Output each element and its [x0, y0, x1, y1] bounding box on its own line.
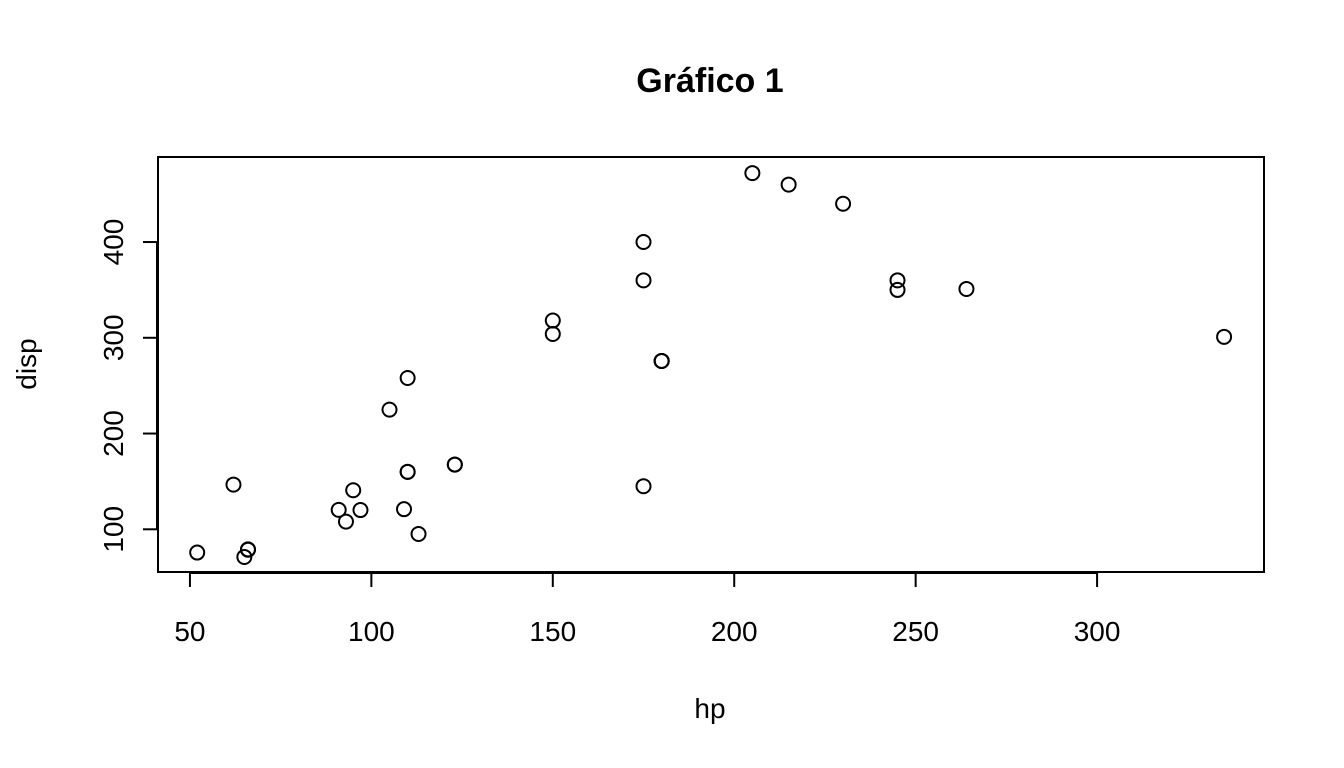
x-tick-label: 50	[174, 616, 205, 647]
chart-title: Gráfico 1	[636, 62, 783, 100]
data-point	[544, 312, 561, 329]
plot-frame	[157, 156, 1265, 573]
x-tick-label: 300	[1074, 616, 1121, 647]
y-tick-label: 200	[98, 410, 129, 457]
x-tick-label: 200	[711, 616, 758, 647]
data-point	[744, 165, 761, 182]
y-tick-label: 400	[98, 219, 129, 266]
data-point	[189, 544, 206, 561]
data-point	[835, 195, 852, 212]
data-point	[239, 541, 256, 558]
data-point	[396, 501, 413, 518]
y-axis: 100 200 300 400	[98, 219, 158, 553]
data-point	[1216, 328, 1233, 345]
data-point	[889, 272, 906, 289]
data-point	[236, 548, 253, 565]
y-axis-label: disp	[11, 338, 42, 389]
points-layer	[189, 165, 1233, 565]
data-point	[635, 234, 652, 251]
x-tick-label: 100	[348, 616, 395, 647]
y-tick-label: 100	[98, 506, 129, 553]
data-point	[780, 176, 797, 193]
data-point	[544, 325, 561, 342]
x-tick-label: 250	[892, 616, 939, 647]
x-axis-label: hp	[694, 693, 725, 724]
x-tick-label: 150	[529, 616, 576, 647]
data-point	[653, 352, 670, 369]
data-point	[352, 502, 369, 519]
data-point	[889, 281, 906, 298]
data-point	[225, 476, 242, 493]
data-point	[399, 463, 416, 480]
x-axis: 50 100 150 200 250 300	[174, 572, 1121, 647]
data-point	[635, 272, 652, 289]
data-point	[635, 478, 652, 495]
data-point	[446, 456, 463, 473]
y-tick-label: 300	[98, 314, 129, 361]
data-point	[410, 525, 427, 542]
data-point	[399, 370, 416, 387]
data-point	[958, 280, 975, 297]
data-point	[330, 501, 347, 518]
data-point	[345, 482, 362, 499]
data-point	[337, 513, 354, 530]
data-point	[381, 401, 398, 418]
